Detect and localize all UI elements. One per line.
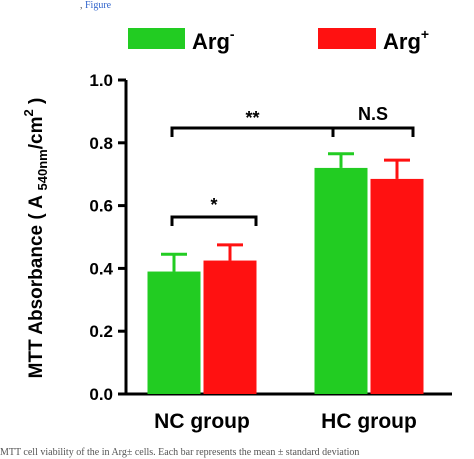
y-tick-label-3: 0.6 bbox=[89, 197, 113, 216]
bar-1-1 bbox=[370, 178, 424, 394]
legend-label-arg-plus: Arg+ bbox=[383, 26, 429, 54]
legend-label-arg-minus-sup: - bbox=[230, 26, 235, 42]
bar-0-0 bbox=[147, 271, 201, 394]
sig-groups-bracket bbox=[170, 126, 335, 137]
sig-groups-label: ** bbox=[245, 108, 259, 128]
legend-swatch-arg-plus bbox=[318, 28, 376, 49]
y-tick-label-4: 0.8 bbox=[89, 134, 113, 153]
legend-label-arg-minus: Arg- bbox=[192, 26, 235, 54]
legend: Arg- Arg+ bbox=[128, 26, 429, 54]
figure-link[interactable]: Figure bbox=[85, 0, 112, 11]
legend-swatch-arg-minus bbox=[128, 28, 185, 49]
sig-hc-bracket bbox=[331, 126, 415, 137]
bar-1-0 bbox=[314, 167, 368, 394]
bar-0-1 bbox=[203, 260, 257, 394]
y-tick-label-5: 1.0 bbox=[89, 71, 113, 90]
sig-nc-bracket bbox=[170, 215, 258, 226]
significance-brackets: *** N.S bbox=[170, 104, 415, 226]
y-tick-label-0: 0.0 bbox=[89, 385, 113, 404]
bars: NC group HC group bbox=[147, 152, 424, 433]
legend-label-arg-plus-sup: + bbox=[421, 26, 429, 42]
top-snippet: , Figure bbox=[80, 0, 111, 11]
top-snippet-a: , bbox=[80, 0, 85, 11]
y-axis-title: MTT Absorbance ( A 540nm/cm2 ) bbox=[21, 98, 50, 379]
y-tick-label-1: 0.2 bbox=[89, 322, 113, 341]
legend-label-arg-plus-base: Arg bbox=[383, 29, 421, 54]
x-tick-label-0: NC group bbox=[154, 410, 250, 433]
sig-hc-label: N.S bbox=[358, 104, 388, 124]
sig-nc-label: * bbox=[210, 195, 217, 215]
bottom-caption: MTT cell viability of the in Arg± cells.… bbox=[0, 447, 360, 458]
y-tick-label-2: 0.4 bbox=[89, 259, 113, 278]
legend-label-arg-minus-base: Arg bbox=[192, 29, 230, 54]
x-tick-label-1: HC group bbox=[321, 410, 417, 433]
